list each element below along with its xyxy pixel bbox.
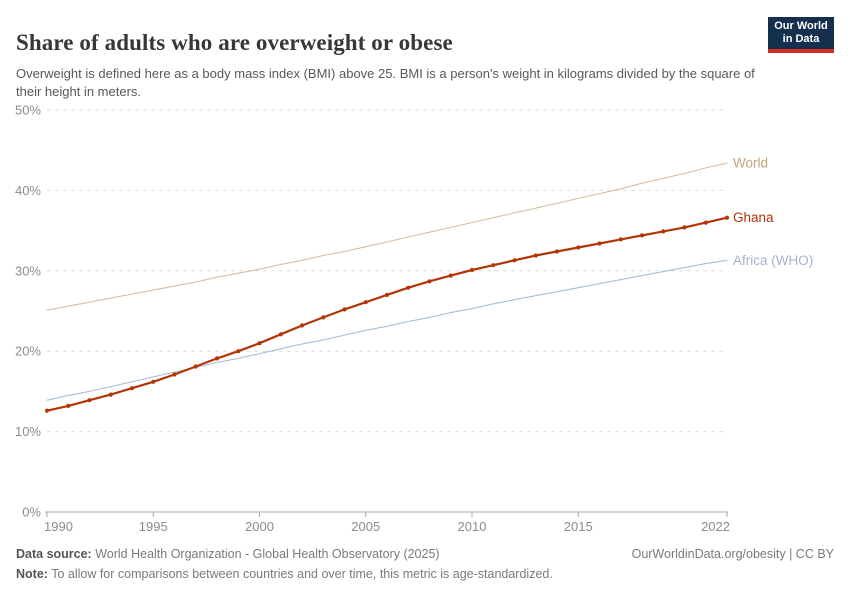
y-tick-label-40%: 40%: [15, 183, 41, 198]
chart-footer: Data source: World Health Organization -…: [16, 546, 834, 583]
x-tick-label-2022: 2022: [701, 519, 730, 534]
x-tick-label-1995: 1995: [139, 519, 168, 534]
note-text: To allow for comparisons between countri…: [47, 567, 553, 581]
y-tick-label-50%: 50%: [15, 103, 41, 118]
y-tick-label-20%: 20%: [15, 344, 41, 359]
page-title: Share of adults who are overweight or ob…: [16, 30, 453, 56]
plot-area[interactable]: [47, 110, 727, 512]
series-label-world[interactable]: World: [733, 156, 768, 171]
data-source-label: Data source:: [16, 547, 92, 561]
y-tick-label-30%: 30%: [15, 263, 41, 278]
owid-logo-line2: in Data: [782, 33, 820, 45]
x-tick-label-2010: 2010: [458, 519, 487, 534]
series-labels-layer: World Africa (WHO) Ghana: [733, 156, 813, 268]
data-source-line: Data source: World Health Organization -…: [16, 546, 440, 563]
x-tick-label-2000: 2000: [245, 519, 274, 534]
series-label-africa-who-[interactable]: Africa (WHO): [733, 253, 813, 268]
y-tick-label-10%: 10%: [15, 424, 41, 439]
x-tick-label-1990: 1990: [44, 519, 73, 534]
owid-logo[interactable]: Our World in Data: [768, 17, 834, 53]
note-line: Note: To allow for comparisons between c…: [16, 566, 834, 583]
data-source-text: World Health Organization - Global Healt…: [91, 547, 440, 561]
x-tick-label-2015: 2015: [564, 519, 593, 534]
chart-subtitle: Overweight is defined here as a body mas…: [16, 66, 755, 99]
owid-logo-line1: Our World: [774, 20, 828, 32]
note-label: Note:: [16, 567, 48, 581]
x-tick-label-2005: 2005: [351, 519, 380, 534]
series-label-ghana[interactable]: Ghana: [733, 210, 774, 225]
cc-by-link[interactable]: OurWorldinData.org/obesity | CC BY: [631, 547, 834, 561]
y-tick-label-0%: 0%: [22, 505, 41, 520]
